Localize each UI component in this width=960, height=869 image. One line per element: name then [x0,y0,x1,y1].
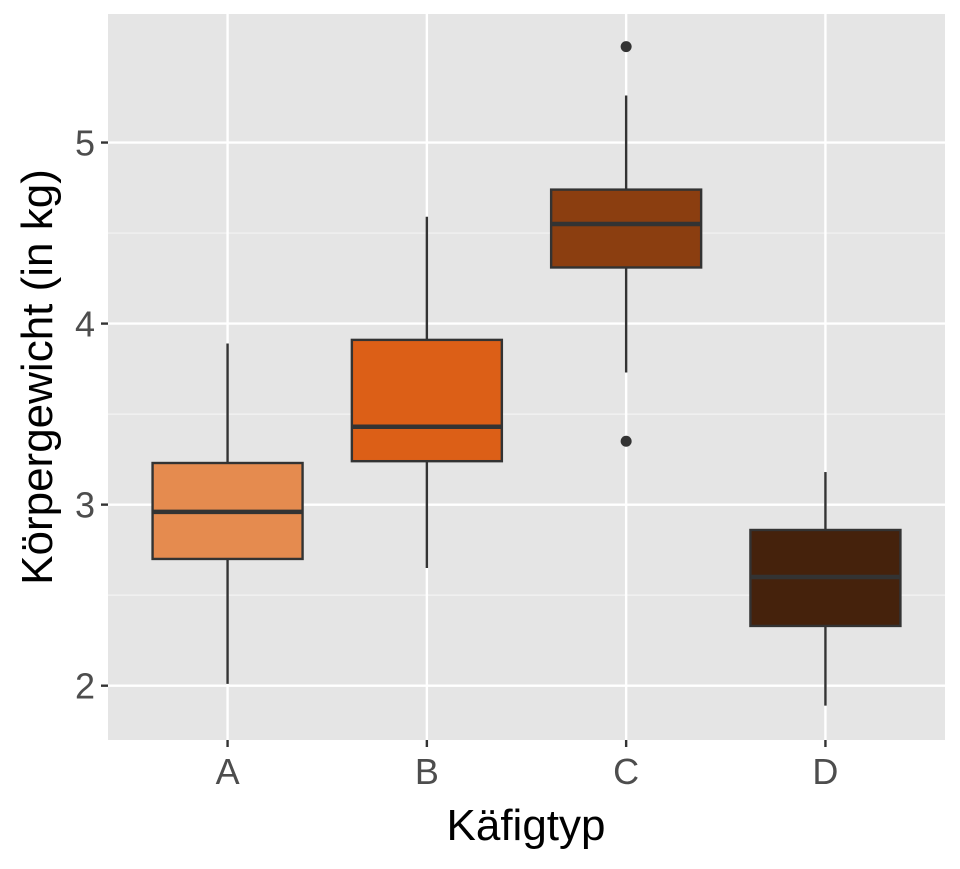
y-tick-label: 3 [75,485,95,526]
box-C [549,41,703,447]
x-tick-label: C [613,751,639,792]
box-iqr [350,338,504,463]
y-tick-label: 4 [75,304,95,345]
x-tick-label: D [812,751,838,792]
y-tick-label: 5 [75,123,95,164]
outlier-point [620,41,632,53]
x-axis-label: Käfigtyp [447,801,606,850]
outlier-point [620,435,632,447]
x-tick-label: A [216,751,240,792]
x-tick-label: B [415,751,439,792]
box-B [350,216,504,569]
box-iqr [549,188,703,269]
y-tick-label: 2 [75,666,95,707]
y-axis-label: Körpergewicht (in kg) [13,169,62,585]
box-D [749,472,902,706]
box-A [151,343,304,684]
plot-panel [108,14,945,740]
